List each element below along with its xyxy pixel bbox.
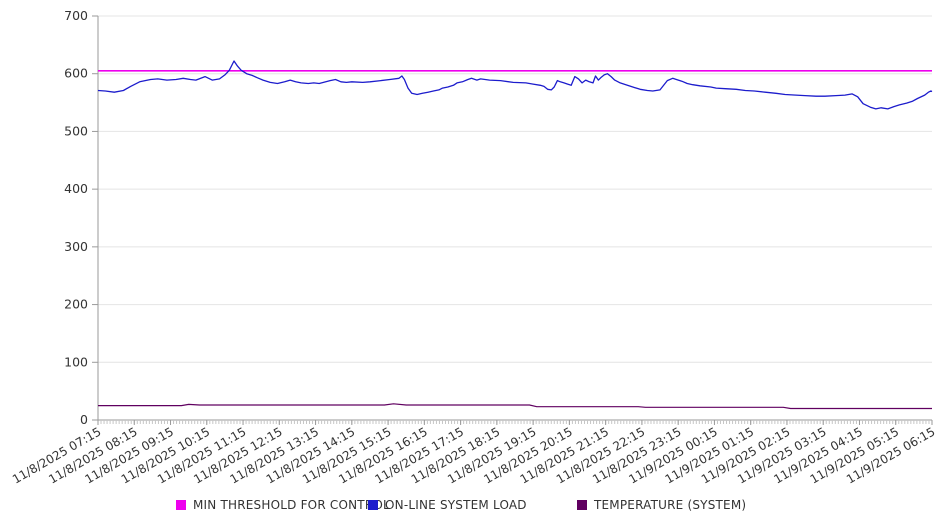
legend-item-system-load: ON-LINE SYSTEM LOAD [368,497,527,513]
legend-label-temperature: TEMPERATURE (SYSTEM) [594,498,747,512]
y-tick-label: 700 [64,8,88,23]
legend-label-min-threshold: MIN THRESHOLD FOR CONTROL [193,498,390,512]
y-tick-label: 100 [64,354,88,369]
y-tick-label: 200 [64,297,88,312]
legend-item-temperature: TEMPERATURE (SYSTEM) [577,497,746,513]
y-tick-label: 300 [64,239,88,254]
y-tick-label: 500 [64,123,88,138]
y-tick-label: 400 [64,181,88,196]
legend-swatch-system-load-icon [368,500,378,510]
legend-label-system-load: ON-LINE SYSTEM LOAD [385,498,527,512]
legend-item-min-threshold: MIN THRESHOLD FOR CONTROL [176,497,390,513]
legend-swatch-min-threshold-icon [176,500,186,510]
y-tick-label: 0 [80,412,88,427]
y-tick-label: 600 [64,66,88,81]
series-line [98,403,932,410]
chart-legend: MIN THRESHOLD FOR CONTROL ON-LINE SYSTEM… [0,497,946,517]
series-line [97,60,933,110]
legend-swatch-temperature-icon [577,500,587,510]
